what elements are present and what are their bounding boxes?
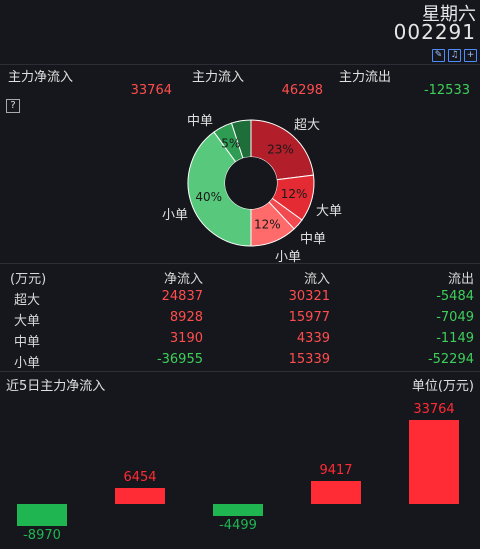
toolbar: ✎ ♫ +: [432, 49, 477, 62]
table-row: 大单 8928 15977 -7049: [0, 310, 480, 331]
row-out: -5484: [436, 289, 474, 304]
weekday-label: 星期六: [422, 4, 476, 25]
net-inflow-bar-chart: -8970 6454 -4499 9417 33764: [0, 380, 480, 549]
row-net: 24837: [161, 289, 203, 304]
donut-outer-label-small-green: 小单: [162, 208, 189, 223]
donut-slice-label: 23%: [267, 143, 294, 157]
header-out: 流出: [447, 272, 474, 287]
header-unit: (万元): [10, 272, 47, 287]
row-out: -52294: [427, 352, 474, 367]
main-outflow-label: 主力流出: [339, 70, 392, 85]
row-name: 大单: [14, 314, 41, 329]
bar: [213, 504, 263, 516]
donut-outer-label-medium-green: 中单: [187, 114, 214, 129]
row-in: 4339: [296, 331, 330, 346]
header-net: 净流入: [163, 272, 203, 287]
row-in: 30321: [288, 289, 330, 304]
bar-value-label: 6454: [123, 469, 157, 485]
row-in: 15339: [288, 352, 330, 367]
donut-slice-label: 12%: [281, 187, 308, 201]
donut-outer-label-large: 大单: [316, 204, 343, 219]
main-net-inflow-value: 33764: [130, 83, 172, 98]
bar: [311, 480, 361, 504]
table-header: (万元) 净流入 流入 流出: [0, 268, 480, 289]
bar-chart-title: 近5日主力净流入: [6, 379, 106, 394]
bar: [409, 420, 459, 504]
donut-slice-label: 12%: [254, 217, 281, 231]
row-in: 15977: [288, 310, 330, 325]
row-net: 8928: [169, 310, 203, 325]
divider: [0, 64, 480, 65]
flow-donut-chart: 23% 12% 12% 40% 5%: [187, 119, 315, 247]
table-row: 小单 -36955 15339 -52294: [0, 352, 480, 373]
bar-chart-unit: 单位(万元): [411, 379, 474, 394]
bar-value-label: 9417: [319, 462, 353, 478]
main-inflow-label: 主力流入: [192, 70, 245, 85]
row-name: 小单: [14, 356, 41, 371]
add-icon[interactable]: +: [464, 49, 477, 62]
bar: [115, 487, 165, 504]
bar-value-label: 33764: [413, 402, 455, 417]
donut-outer-label-super: 超大: [294, 118, 321, 133]
main-outflow-value: -12533: [423, 83, 470, 98]
donut-outer-label-small-red: 小单: [275, 250, 302, 265]
row-name: 中单: [14, 335, 41, 350]
stock-code: 002291: [393, 20, 476, 44]
help-icon[interactable]: ?: [6, 99, 20, 113]
row-name: 超大: [14, 293, 41, 308]
donut-hole: [225, 157, 277, 209]
donut-slice-label: 40%: [195, 190, 222, 204]
bar: [17, 504, 67, 527]
header-in: 流入: [303, 272, 330, 287]
donut-slice-label: 5%: [221, 136, 240, 150]
table-row: 中单 3190 4339 -1149: [0, 331, 480, 352]
row-net: -36955: [156, 352, 203, 367]
divider: [0, 371, 480, 372]
row-out: -7049: [436, 310, 474, 325]
bar-value-label: -4499: [219, 518, 257, 533]
table-row: 超大 24837 30321 -5484: [0, 289, 480, 310]
donut-outer-label-medium-red: 中单: [300, 232, 327, 247]
bar-value-label: -8970: [23, 528, 61, 544]
divider: [0, 263, 480, 264]
bell-icon[interactable]: ♫: [448, 49, 461, 62]
row-net: 3190: [169, 331, 203, 346]
main-net-inflow-label: 主力净流入: [8, 70, 74, 85]
main-inflow-value: 46298: [281, 83, 323, 98]
edit-icon[interactable]: ✎: [432, 49, 445, 62]
row-out: -1149: [436, 331, 474, 346]
